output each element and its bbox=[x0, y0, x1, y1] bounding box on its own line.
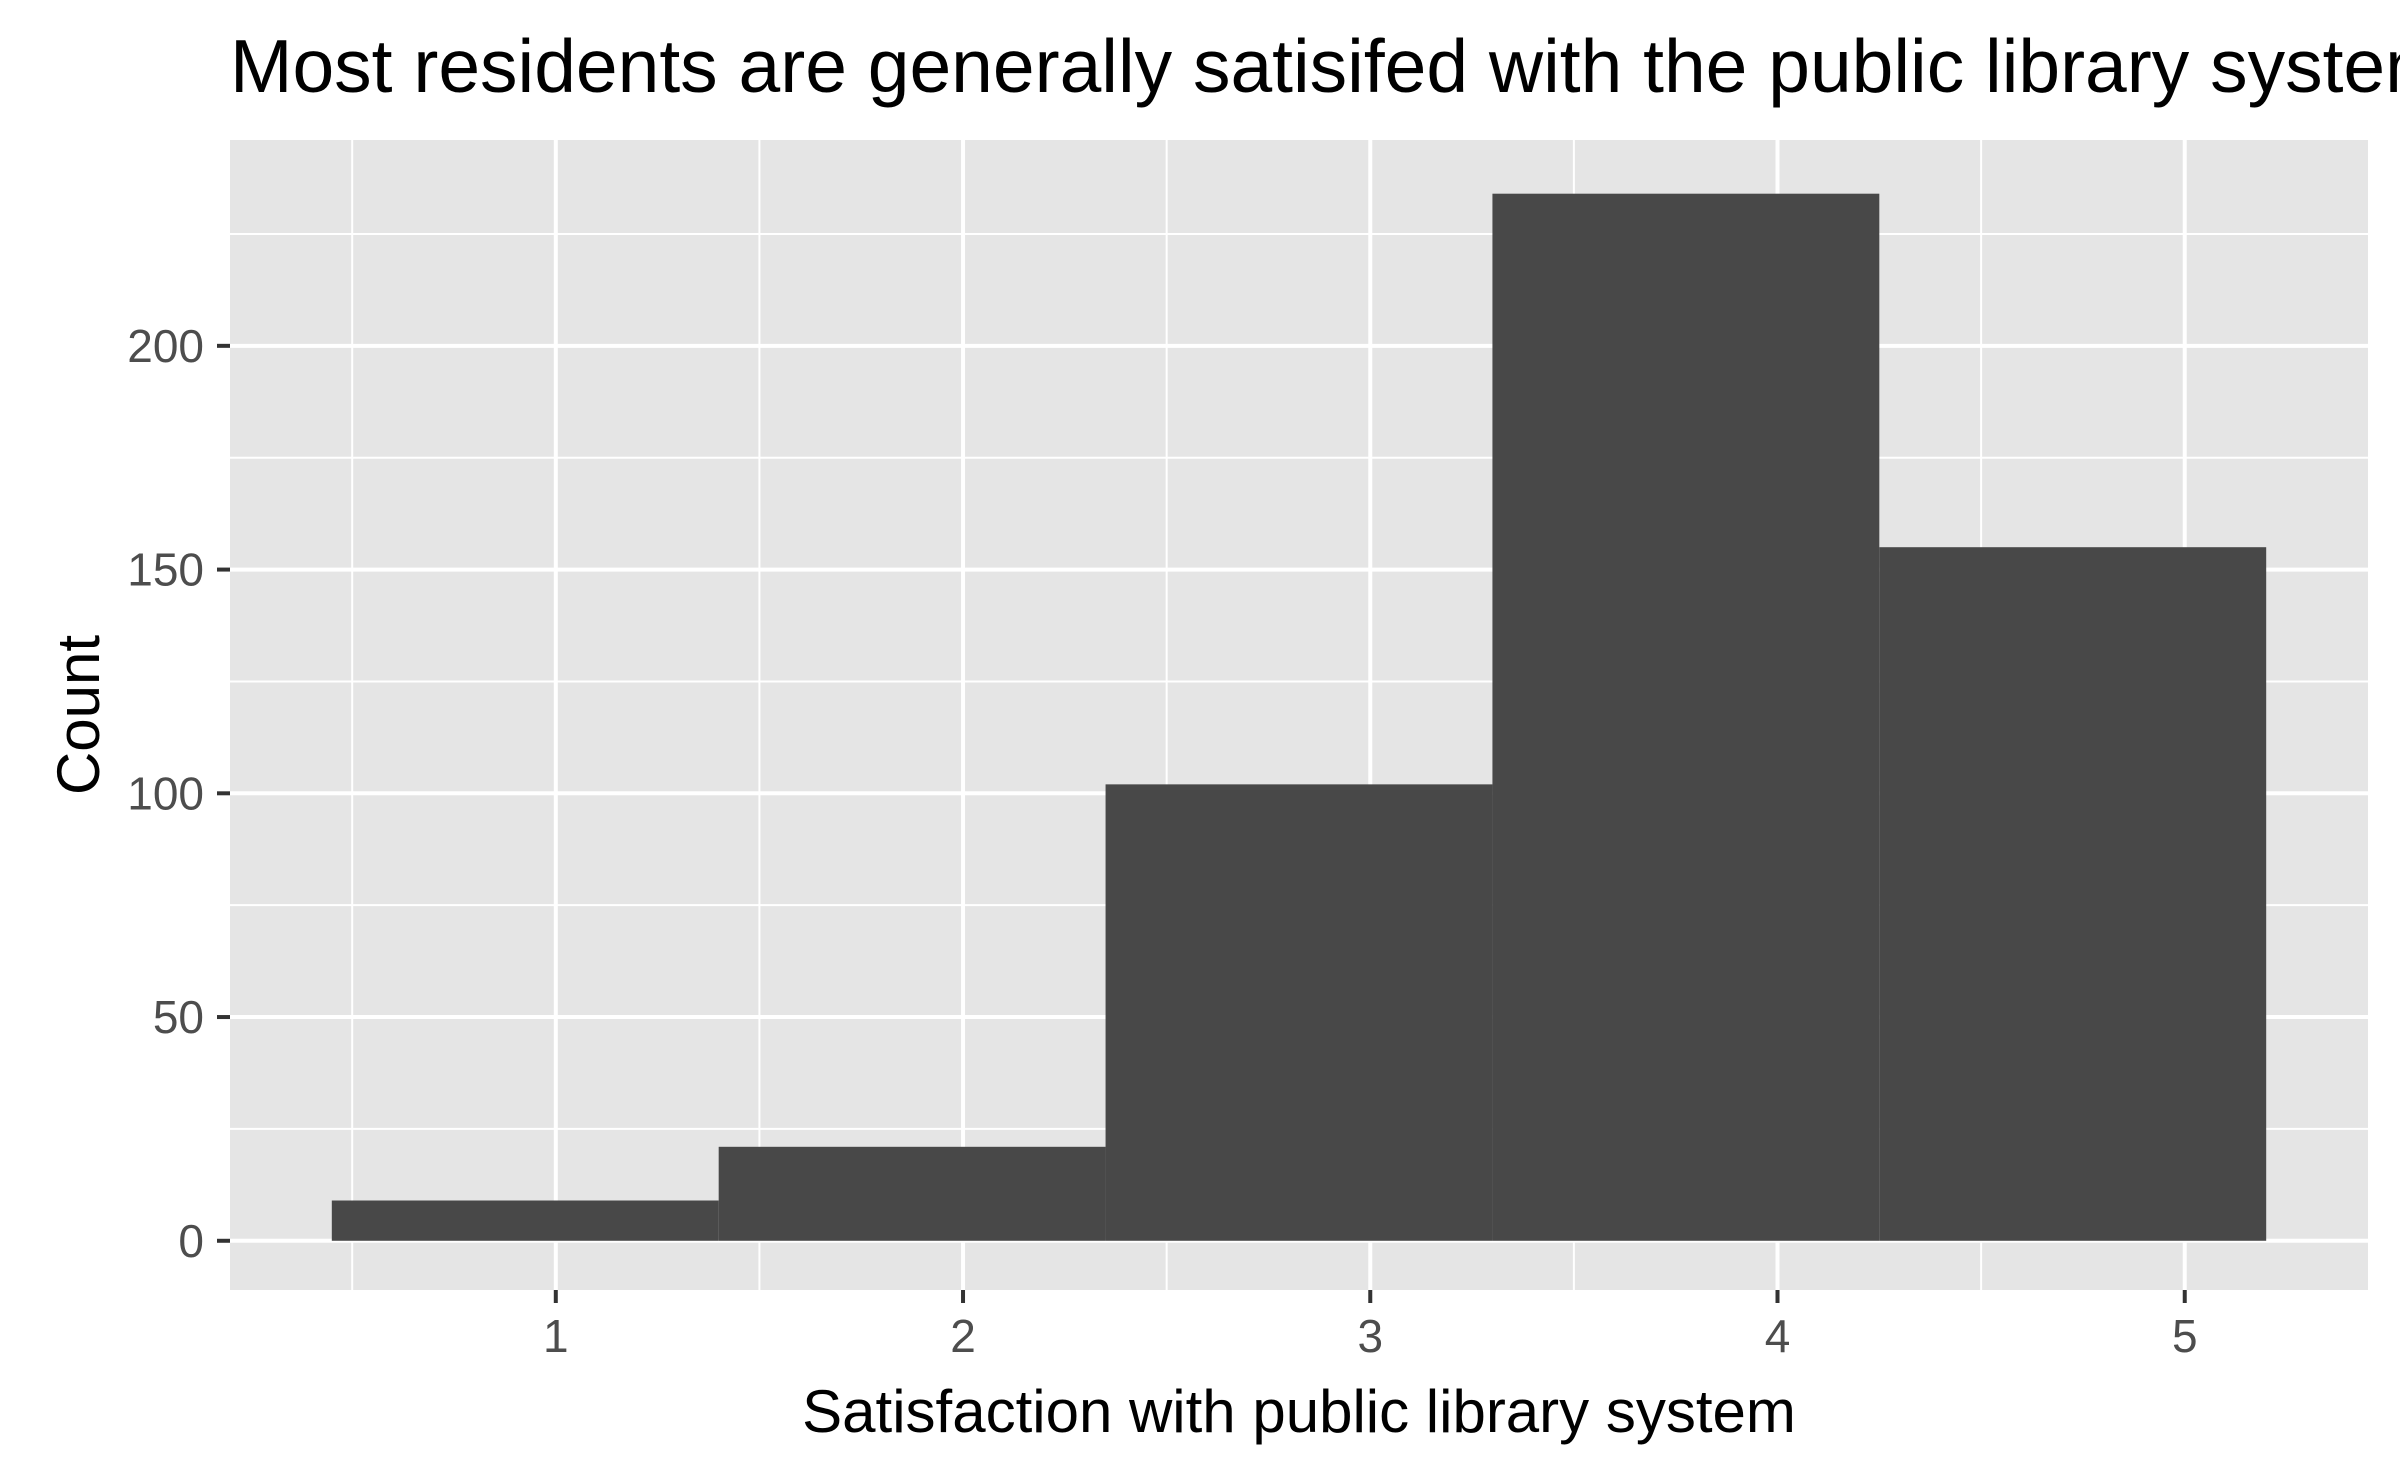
y-tick-label: 150 bbox=[127, 544, 204, 596]
y-axis: 0 50 100 150 200 bbox=[127, 320, 230, 1267]
y-tick-label: 0 bbox=[178, 1215, 204, 1267]
histogram-bar bbox=[1105, 784, 1493, 1241]
x-tick-label: 4 bbox=[1765, 1310, 1791, 1362]
x-tick-label: 1 bbox=[543, 1310, 569, 1362]
y-axis-title: Count bbox=[45, 635, 112, 795]
x-tick-label: 3 bbox=[1357, 1310, 1383, 1362]
histogram-bar bbox=[1492, 193, 1880, 1241]
chart-title: Most residents are generally satisifed w… bbox=[230, 24, 2400, 108]
y-tick-label: 100 bbox=[127, 767, 204, 819]
x-axis: 1 2 3 4 5 bbox=[543, 1290, 2198, 1362]
y-tick-label: 50 bbox=[153, 991, 204, 1043]
x-axis-title: Satisfaction with public library system bbox=[802, 1378, 1796, 1445]
x-tick-label: 2 bbox=[950, 1310, 976, 1362]
histogram-bar bbox=[718, 1146, 1106, 1241]
x-tick-label: 5 bbox=[2172, 1310, 2198, 1362]
histogram-bar bbox=[331, 1200, 719, 1241]
histogram-bars bbox=[331, 193, 2267, 1241]
y-tick-label: 200 bbox=[127, 320, 204, 372]
histogram-bar bbox=[1879, 547, 2267, 1241]
